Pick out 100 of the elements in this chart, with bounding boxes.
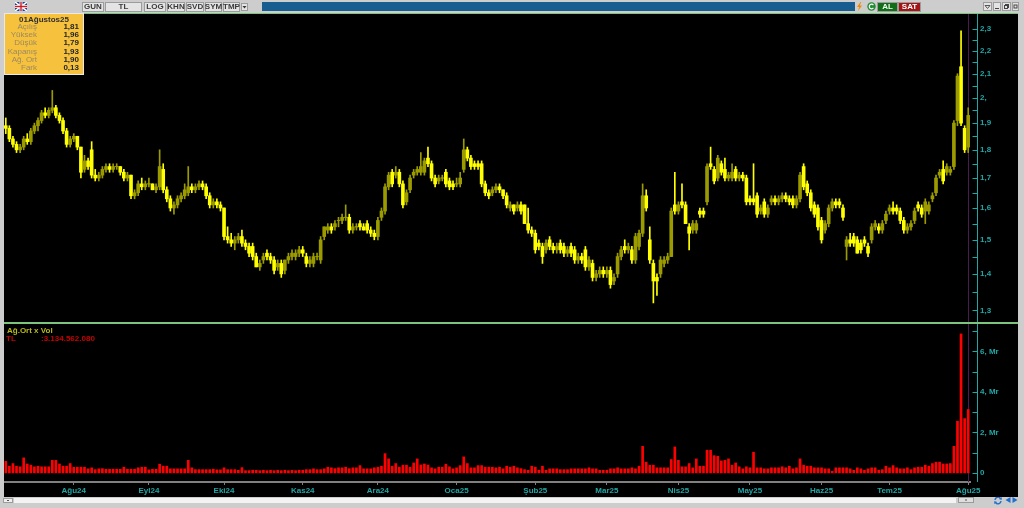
bar xyxy=(312,468,315,474)
bar xyxy=(923,464,927,474)
bar xyxy=(90,467,93,474)
bar xyxy=(845,467,848,474)
bar xyxy=(530,465,534,474)
bar xyxy=(938,461,941,474)
bar xyxy=(229,469,233,474)
bar xyxy=(8,465,11,474)
bar xyxy=(659,467,662,474)
bar xyxy=(68,463,72,474)
annotation: TL xyxy=(6,334,16,343)
bar xyxy=(108,468,111,474)
bar xyxy=(566,469,569,474)
bar xyxy=(251,469,254,474)
bar xyxy=(623,468,627,474)
bar xyxy=(448,466,451,474)
bar xyxy=(415,458,419,474)
bar xyxy=(115,468,119,474)
bar xyxy=(455,467,458,474)
annotation: 1,93 xyxy=(63,46,79,56)
bar xyxy=(838,467,841,474)
bar xyxy=(237,469,240,474)
bar xyxy=(902,468,906,474)
bar xyxy=(226,469,229,474)
annotation: Ağ.Ort x Vol xyxy=(7,326,53,335)
bar xyxy=(158,463,161,474)
bar xyxy=(140,466,144,474)
bar xyxy=(83,466,86,474)
bar xyxy=(895,467,898,474)
x-tick-label: Ağu25 xyxy=(955,486,981,495)
bar xyxy=(258,470,262,474)
bar xyxy=(820,467,823,474)
y-tick-label: 1,6 xyxy=(980,203,992,213)
bar xyxy=(652,464,655,474)
bar xyxy=(430,467,433,474)
annotation: Yüksek xyxy=(10,30,37,40)
bar xyxy=(555,468,559,474)
bar xyxy=(931,463,934,474)
x-tick-label: Ara24 xyxy=(366,486,390,495)
bar xyxy=(709,449,712,474)
bar xyxy=(584,468,587,474)
bar xyxy=(319,469,322,474)
bar xyxy=(326,466,330,474)
bar xyxy=(573,468,576,474)
y-tick-label: 2,2 xyxy=(980,45,992,55)
bar xyxy=(254,469,258,474)
bar xyxy=(483,466,487,474)
bar xyxy=(262,469,265,474)
y-tick-label: 1,7 xyxy=(980,173,992,183)
x-tick-label: Mar25 xyxy=(595,486,619,495)
bar xyxy=(945,463,949,474)
bar xyxy=(219,469,222,474)
bar xyxy=(533,466,537,474)
bar xyxy=(813,467,816,474)
bar xyxy=(15,465,18,474)
bar xyxy=(716,455,720,474)
bar xyxy=(211,468,215,474)
bar xyxy=(405,464,408,474)
bar xyxy=(626,468,630,474)
x-tick-label: Eyl24 xyxy=(138,486,160,495)
bar xyxy=(480,465,483,474)
candlestick xyxy=(25,133,30,145)
x-tick-label: Oca25 xyxy=(444,486,470,495)
candlestick xyxy=(50,90,55,114)
bar xyxy=(233,469,237,474)
bar xyxy=(169,468,172,474)
toolbar-button: LOG xyxy=(144,2,166,12)
bar xyxy=(516,467,519,474)
bar xyxy=(641,446,644,474)
toolbar-button: KHN xyxy=(167,2,185,12)
toolbar-button: AL xyxy=(877,2,898,12)
x-tick-label: May25 xyxy=(737,486,763,495)
bar xyxy=(487,466,491,474)
bar xyxy=(344,466,348,474)
bar xyxy=(330,467,333,474)
bar xyxy=(304,469,308,474)
bar xyxy=(787,465,791,474)
bar xyxy=(65,465,68,474)
bar xyxy=(745,466,748,474)
bar xyxy=(93,469,97,474)
bar xyxy=(118,468,122,474)
y-tick-label: 0 xyxy=(980,468,985,478)
bar xyxy=(4,461,8,474)
bar xyxy=(279,470,283,474)
toolbar-button: SAT xyxy=(898,2,921,12)
x-tick-label: Kas24 xyxy=(290,486,316,495)
bar xyxy=(126,468,129,474)
y-tick-label: 2,1 xyxy=(980,68,992,78)
bar xyxy=(548,468,551,474)
bar xyxy=(301,469,305,474)
annotation: Fark xyxy=(21,63,37,72)
bar xyxy=(473,467,476,474)
annotation: Kapanış xyxy=(7,46,37,56)
annotation: 01Ağustos25 xyxy=(19,15,69,24)
bar xyxy=(601,469,605,474)
candlestick xyxy=(147,177,151,188)
x-tick-label: Ağu24 xyxy=(61,486,87,495)
y-tick-label: 6, Mr xyxy=(980,346,999,356)
bar xyxy=(72,466,76,474)
bar xyxy=(151,468,154,474)
